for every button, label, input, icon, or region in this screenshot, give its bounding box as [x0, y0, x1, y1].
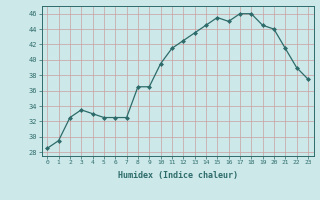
X-axis label: Humidex (Indice chaleur): Humidex (Indice chaleur) [118, 171, 237, 180]
